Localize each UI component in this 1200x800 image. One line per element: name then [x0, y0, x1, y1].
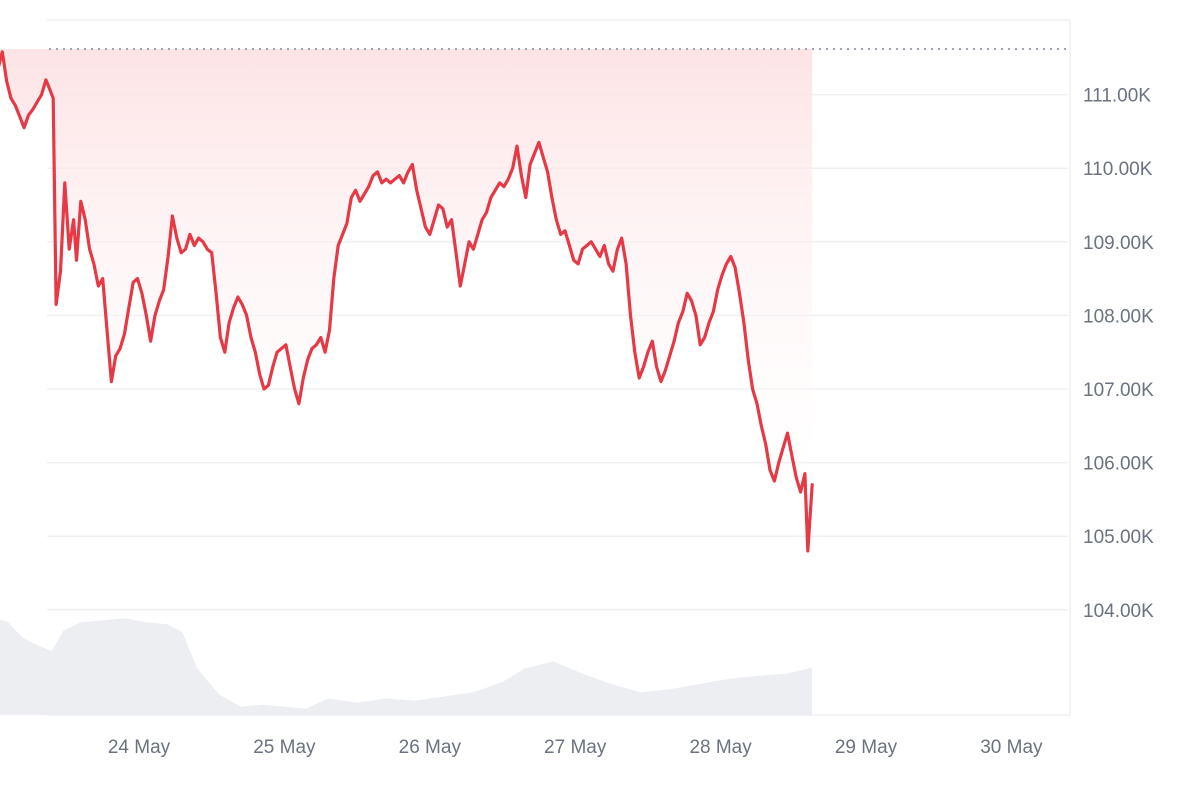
- x-axis: 24 May 25 May 26 May 27 May 28 May 29 May 30 M…: [108, 737, 1043, 758]
- line-layer: [0, 50, 814, 553]
- volume-area: [0, 618, 813, 715]
- y-tick-label: 105.00K: [1083, 527, 1154, 548]
- x-tick-label: 24 May: [108, 737, 171, 758]
- y-tick-label: 109.00K: [1083, 233, 1154, 254]
- x-tick-label: 28 May: [689, 737, 752, 758]
- y-axis: 111.00K 110.00K 109.00K 108.00K 107.00K 106.0…: [1083, 86, 1154, 622]
- volume-layer: [0, 618, 813, 715]
- x-tick-label: 26 May: [399, 737, 462, 758]
- price-area-fill: [0, 49, 813, 551]
- y-tick-label: 111.00K: [1083, 86, 1151, 107]
- y-tick-label: 107.00K: [1083, 380, 1154, 401]
- area-layer: [0, 49, 813, 551]
- x-tick-label: 30 May: [980, 737, 1043, 758]
- y-tick-label: 110.00K: [1083, 159, 1153, 180]
- x-tick-label: 25 May: [253, 737, 316, 758]
- y-tick-label: 106.00K: [1083, 454, 1154, 475]
- x-tick-label: 27 May: [544, 737, 607, 758]
- price-series-line: [0, 50, 814, 553]
- y-tick-label: 108.00K: [1083, 306, 1154, 327]
- y-tick-label: 104.00K: [1083, 601, 1154, 622]
- x-tick-label: 29 May: [835, 737, 898, 758]
